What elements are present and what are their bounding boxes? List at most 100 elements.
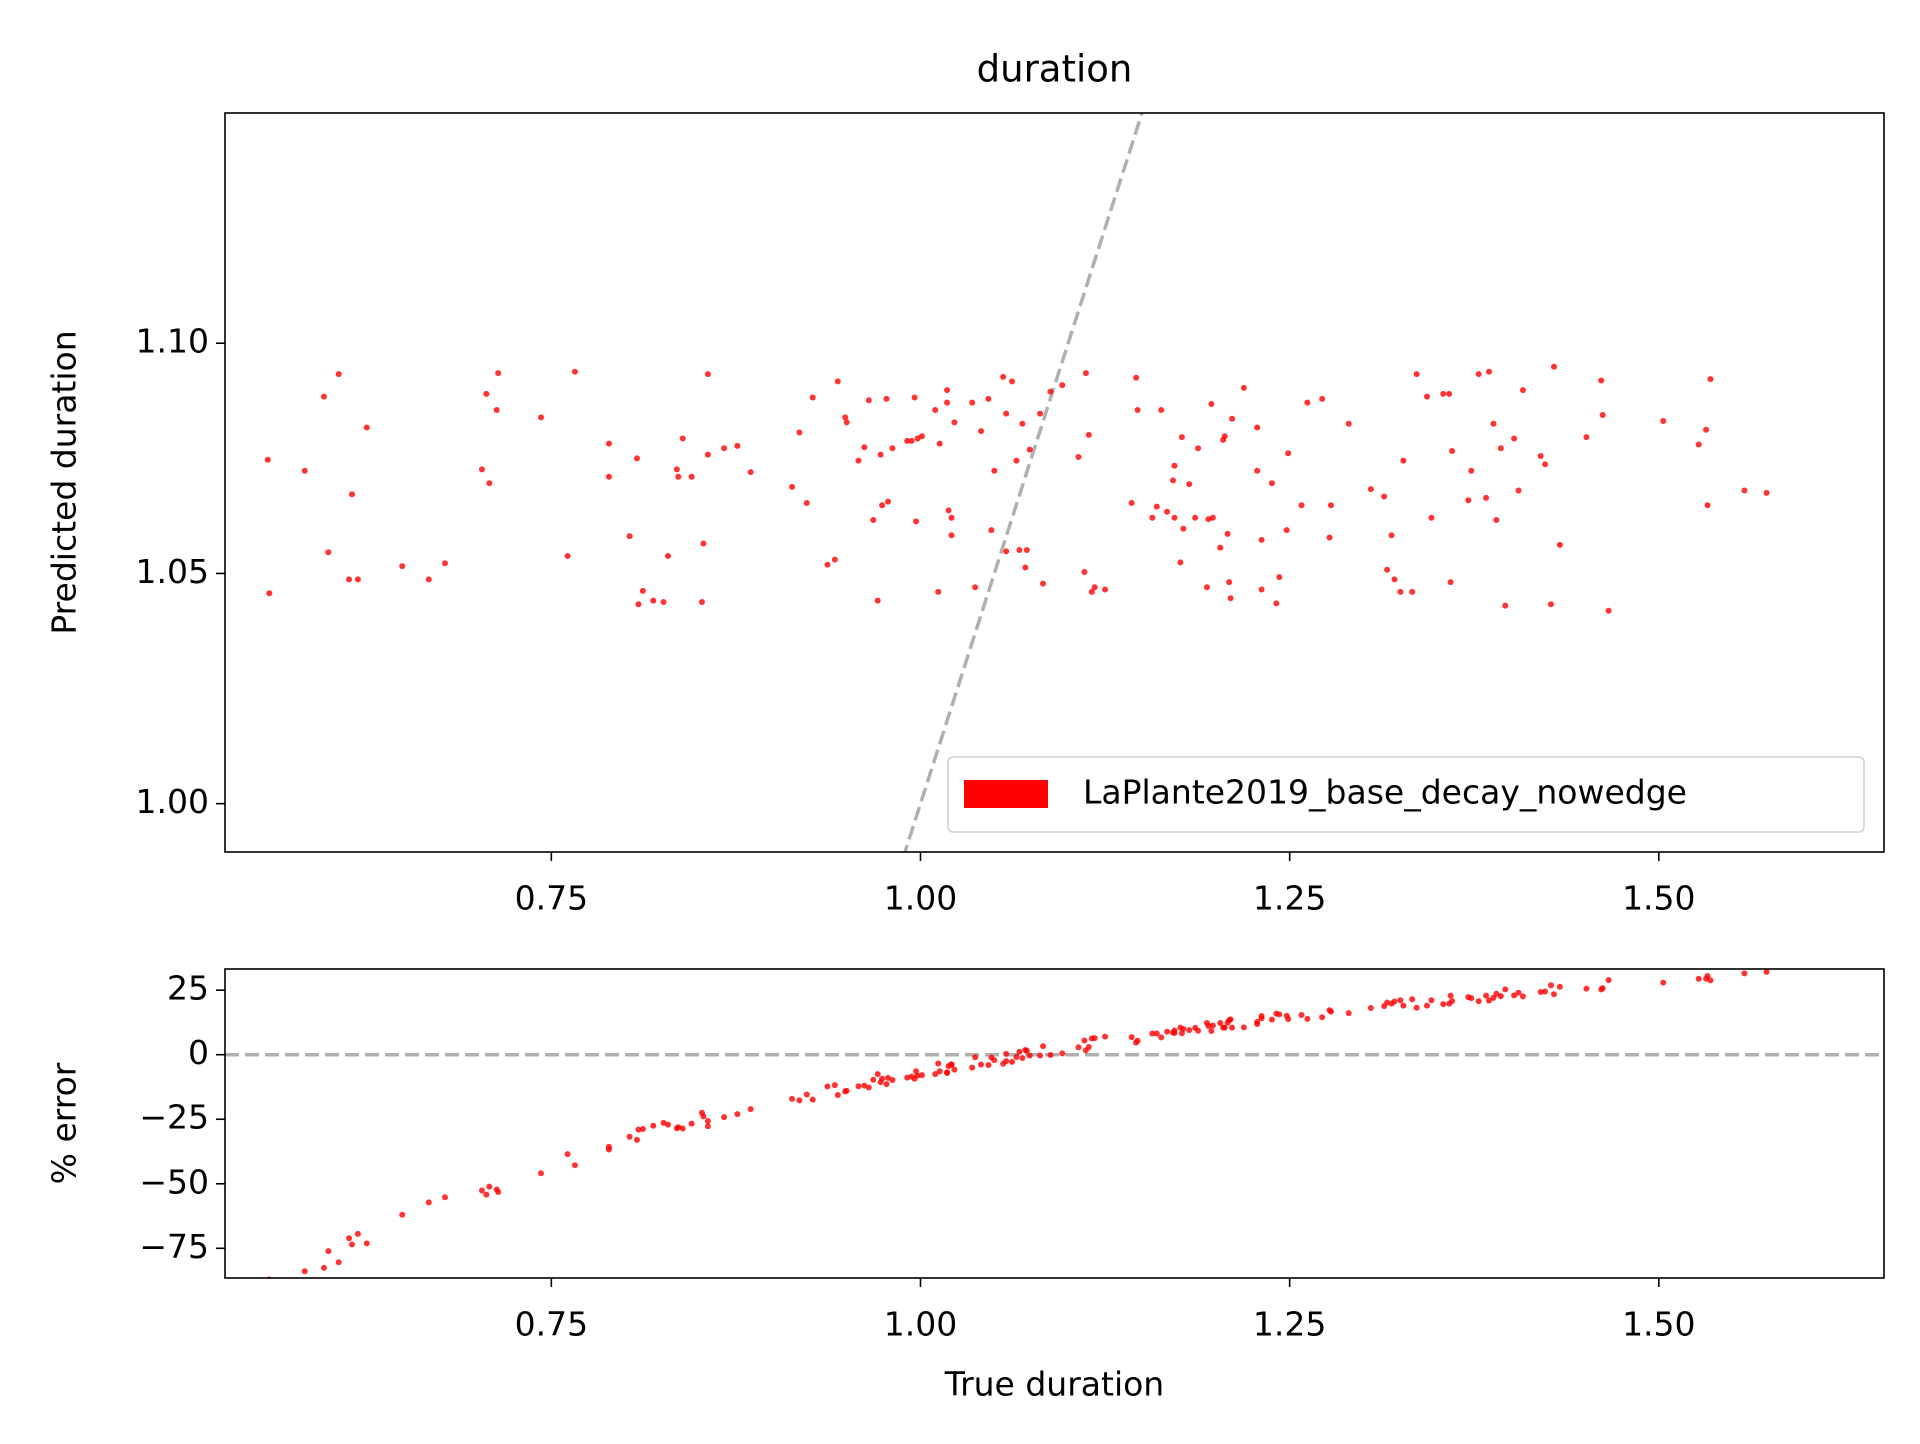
y-tick-label: 0 <box>188 1033 209 1072</box>
point <box>951 1066 958 1073</box>
point <box>877 451 884 458</box>
point <box>698 598 705 605</box>
point <box>985 395 992 402</box>
point <box>1133 374 1140 381</box>
point <box>1047 388 1054 395</box>
point <box>635 1126 642 1133</box>
point <box>1195 1027 1202 1034</box>
point <box>1548 982 1555 989</box>
point <box>874 1071 881 1078</box>
point <box>538 1170 544 1177</box>
point <box>325 1248 332 1255</box>
point <box>1003 548 1010 555</box>
point <box>320 1264 327 1271</box>
point <box>1128 1034 1135 1041</box>
point <box>1519 993 1526 1000</box>
point <box>1059 382 1066 389</box>
point <box>747 469 754 476</box>
point <box>865 397 872 404</box>
point <box>679 1125 686 1132</box>
point <box>1178 434 1185 441</box>
point <box>1381 493 1388 500</box>
point <box>991 467 998 474</box>
point <box>1548 601 1555 608</box>
point <box>948 1061 955 1068</box>
y-tick-label: 1.00 <box>136 782 209 821</box>
point <box>1304 1015 1311 1022</box>
point <box>1023 546 1030 553</box>
point <box>1254 1018 1261 1025</box>
point <box>1276 574 1283 581</box>
point <box>626 533 633 540</box>
point <box>325 549 332 556</box>
point <box>1081 569 1088 576</box>
point <box>1268 1016 1275 1023</box>
point <box>1298 502 1305 509</box>
point <box>944 1069 951 1076</box>
point <box>870 517 877 524</box>
point <box>1153 503 1160 510</box>
point <box>843 419 850 426</box>
point <box>478 466 485 473</box>
point <box>483 390 490 397</box>
point <box>1763 489 1770 496</box>
point <box>988 527 995 534</box>
point <box>486 480 493 487</box>
point <box>889 445 896 452</box>
y-tick-label: −75 <box>139 1227 209 1266</box>
point <box>936 1068 943 1075</box>
point <box>1502 602 1509 609</box>
point <box>493 406 500 413</box>
point <box>1583 985 1590 992</box>
point <box>1082 370 1089 377</box>
point <box>1704 502 1711 509</box>
point <box>639 1126 646 1133</box>
point <box>1707 376 1714 383</box>
point <box>948 514 955 521</box>
point <box>700 1113 707 1120</box>
point <box>879 502 886 509</box>
point <box>1009 1058 1016 1065</box>
x-tick-label: 1.25 <box>1253 1305 1326 1344</box>
point <box>1180 1025 1187 1032</box>
axes-frame <box>224 968 1885 1279</box>
point <box>1409 996 1416 1003</box>
point <box>1171 514 1178 521</box>
point <box>935 588 942 595</box>
point <box>1240 384 1247 391</box>
point <box>1217 1019 1224 1026</box>
point <box>1483 992 1490 999</box>
point <box>363 1240 370 1247</box>
point <box>914 435 921 442</box>
point <box>301 1268 308 1275</box>
point <box>1345 1010 1352 1017</box>
point <box>1285 1016 1292 1023</box>
point <box>1208 1027 1215 1034</box>
point <box>1258 536 1265 543</box>
point <box>1195 445 1202 452</box>
point <box>1328 1008 1334 1015</box>
point <box>1598 377 1605 384</box>
point <box>633 1136 640 1143</box>
point <box>266 590 273 597</box>
point <box>1224 530 1231 537</box>
point <box>1217 544 1224 551</box>
point <box>855 1083 862 1090</box>
point <box>1440 1001 1447 1008</box>
point <box>425 1199 432 1206</box>
y-axis-label: % error <box>45 1062 84 1184</box>
point <box>803 499 810 506</box>
x-tick-label: 0.75 <box>515 1305 588 1344</box>
plot-area <box>264 113 1770 852</box>
point <box>704 451 711 458</box>
point <box>425 576 432 583</box>
point <box>571 368 578 375</box>
point <box>1556 983 1563 990</box>
point <box>932 1071 939 1078</box>
point <box>538 414 544 421</box>
point <box>734 1111 741 1118</box>
point <box>734 442 741 449</box>
point <box>834 1091 841 1098</box>
point <box>935 1060 942 1067</box>
